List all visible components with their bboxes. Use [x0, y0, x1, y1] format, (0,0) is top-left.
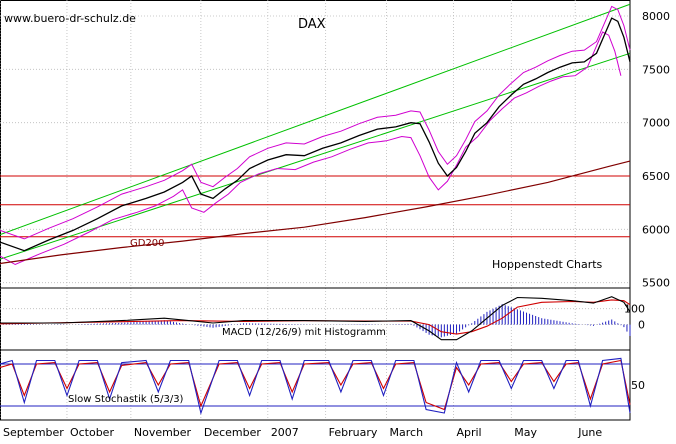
macd-tick-label: 0 [638, 319, 645, 332]
price-tick-label: 6500 [642, 170, 670, 183]
labels: September October November December 2007 Febr… [3, 10, 670, 439]
price-tick-label: 8000 [642, 10, 670, 23]
stochastic-label: Slow Stochastik (5/3/3) [68, 394, 184, 405]
month-tick-label: November [134, 426, 192, 439]
month-tick-label: 2007 [271, 426, 299, 439]
price-tick-label: 7500 [642, 63, 670, 76]
month-tick-label: May [514, 426, 537, 439]
dax-price-line [0, 17, 631, 252]
band-upper-line [0, 5, 631, 240]
source-label: Hoppenstedt Charts [492, 258, 603, 271]
plot-frame [0, 0, 631, 421]
month-tick-label: February [329, 426, 378, 439]
series-lines [0, 3, 631, 415]
macd-tick-label: 100 [624, 303, 645, 316]
month-tick-label: March [390, 426, 424, 439]
macd-line [0, 296, 631, 341]
watermark: www.buero-dr-schulz.de [4, 12, 136, 25]
stochastic-k-line [0, 357, 631, 415]
price-tick-label: 7000 [642, 117, 670, 130]
month-tick-label: September [3, 426, 64, 439]
trend-channel-lower [0, 52, 631, 260]
stochastic-tick-label: 50 [631, 379, 645, 392]
trend-channel-upper [0, 3, 631, 236]
month-tick-label: June [577, 426, 602, 439]
macd-label: MACD (12/26/9) mit Histogramm [222, 327, 386, 338]
band-lower-line [0, 31, 622, 266]
price-tick-label: 6000 [642, 223, 670, 236]
gd200-line [0, 160, 631, 265]
month-tick-label: April [456, 426, 481, 439]
price-tick-label: 5500 [642, 277, 670, 290]
gd200-label: GD200 [130, 238, 165, 249]
chart-title: DAX [298, 17, 326, 32]
month-tick-label: December [204, 426, 262, 439]
month-tick-label: October [70, 426, 114, 439]
